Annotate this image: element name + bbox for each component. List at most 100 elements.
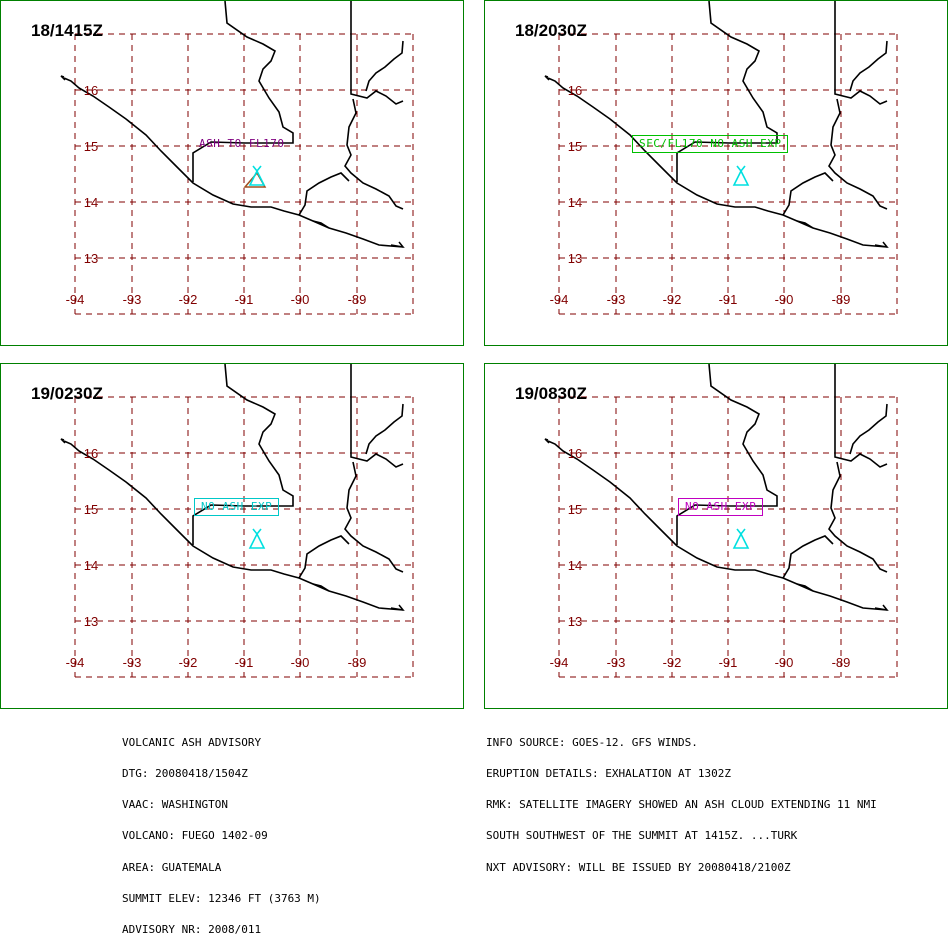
border-guatemala-east <box>344 98 404 210</box>
lat-tick-label: 15 <box>84 139 98 154</box>
map-panel-2: 18/2030Z -94 -93 -92 -91 -90 -89 16 15 14 13 SFC/… <box>484 0 948 346</box>
map-canvas: -94 -93 -92 -91 -90 -89 16 15 14 13 <box>60 1 414 315</box>
map-canvas: -94 -93 -92 -91 -90 -89 16 15 14 13 <box>544 364 898 678</box>
coastline-detail <box>390 604 405 612</box>
advisory-line: AREA: GUATEMALA <box>122 860 222 874</box>
coastline-detail <box>874 604 889 612</box>
ash-label: ASH TO FL170 <box>199 137 285 150</box>
advisory-line: ADVISORY NR: 2008/011 <box>122 923 262 937</box>
lon-tick-label: -90 <box>775 292 794 307</box>
advisory-line: INFO SOURCE: GOES-12. GFS WINDS. <box>486 735 698 749</box>
coastline-detail <box>874 241 889 249</box>
border-belize <box>834 1 888 105</box>
lon-tick-label: -92 <box>179 655 198 670</box>
coastline-belize <box>365 403 404 455</box>
border-el-salvador <box>312 220 330 229</box>
lon-tick-label: -90 <box>775 655 794 670</box>
lon-tick-label: -91 <box>235 655 254 670</box>
lon-tick-label: -93 <box>607 292 626 307</box>
lat-tick-label: 16 <box>84 83 98 98</box>
advisory-line: ERUPTION DETAILS: EXHALATION AT 1302Z <box>486 767 732 781</box>
volcano-icon <box>248 532 266 549</box>
border-belize <box>350 1 404 105</box>
panel-time-title: 19/0830Z <box>515 384 587 403</box>
lon-tick-label: -92 <box>663 655 682 670</box>
lon-tick-label: -91 <box>719 655 738 670</box>
border-el-salvador <box>796 583 814 592</box>
advisory-line: VOLCANO: FUEGO 1402-09 <box>122 829 268 843</box>
coastline-belize <box>365 40 404 92</box>
border-guatemala-east <box>828 98 888 210</box>
lat-tick-label: 16 <box>84 446 98 461</box>
border-honduras <box>298 535 350 579</box>
advisory-line: SOUTH SOUTHWEST OF THE SUMMIT AT 1415Z. … <box>486 829 798 843</box>
panel-time-title: 19/0230Z <box>31 384 103 403</box>
coastline-detail <box>60 438 66 444</box>
lon-tick-label: -89 <box>348 292 367 307</box>
coastline <box>547 440 888 611</box>
panel-time-title: 18/1415Z <box>31 21 103 40</box>
volcano-plume-icon <box>736 528 746 536</box>
lat-tick-label: 13 <box>84 614 98 629</box>
lat-tick-label: 13 <box>568 251 582 266</box>
lon-tick-label: -89 <box>832 655 851 670</box>
map-panel-3: 19/0230Z -94 -93 -92 -91 -90 -89 16 15 14 13 NO A… <box>0 363 464 709</box>
advisory-line: SUMMIT ELEV: 12346 FT (3763 M) <box>122 891 321 905</box>
lon-tick-label: -94 <box>66 655 85 670</box>
lon-tick-label: -90 <box>291 655 310 670</box>
ash-label: SFC/FL170 NO ASH EXP <box>632 135 789 153</box>
lat-tick-label: 15 <box>568 139 582 154</box>
lon-tick-label: -93 <box>123 655 142 670</box>
border-honduras <box>298 172 350 216</box>
ash-label: NO ASH EXP <box>678 498 764 516</box>
lat-tick-label: 14 <box>568 195 582 210</box>
volcano-plume-icon <box>252 528 262 536</box>
lon-tick-label: -89 <box>348 655 367 670</box>
advisory-line: RMK: SATELLITE IMAGERY SHOWED AN ASH CLO… <box>486 798 877 812</box>
lon-tick-label: -94 <box>550 292 569 307</box>
border-mexico <box>192 1 294 182</box>
lat-tick-label: 14 <box>568 558 582 573</box>
volcano-plume-icon <box>252 165 262 173</box>
ash-label: NO ASH EXP <box>194 498 280 516</box>
coastline-belize <box>849 403 888 455</box>
border-mexico <box>676 1 778 182</box>
lat-tick-label: 14 <box>84 558 98 573</box>
lon-tick-label: -90 <box>291 292 310 307</box>
coastline-detail <box>390 241 405 249</box>
border-honduras <box>782 535 834 579</box>
panel-time-title: 18/2030Z <box>515 21 587 40</box>
map-canvas: -94 -93 -92 -91 -90 -89 16 15 14 13 <box>544 1 898 315</box>
lat-tick-label: 16 <box>568 446 582 461</box>
map-canvas: -94 -93 -92 -91 -90 -89 16 15 14 13 <box>60 364 414 678</box>
volcano-icon <box>248 169 266 186</box>
lon-tick-label: -94 <box>550 655 569 670</box>
advisory-text-right: INFO SOURCE: GOES-12. GFS WINDS. ERUPTIO… <box>486 717 877 884</box>
border-guatemala-east <box>344 461 404 573</box>
lon-tick-label: -91 <box>719 292 738 307</box>
coastline <box>63 77 404 248</box>
lat-tick-label: 16 <box>568 83 582 98</box>
lon-tick-label: -94 <box>66 292 85 307</box>
lon-tick-label: -89 <box>832 292 851 307</box>
border-honduras <box>782 172 834 216</box>
lat-tick-label: 14 <box>84 195 98 210</box>
border-belize <box>350 364 404 468</box>
lon-tick-label: -93 <box>123 292 142 307</box>
border-guatemala-east <box>828 461 888 573</box>
lon-tick-label: -93 <box>607 655 626 670</box>
lat-tick-label: 15 <box>84 502 98 517</box>
lat-tick-label: 15 <box>568 502 582 517</box>
coastline-detail <box>544 438 550 444</box>
lon-tick-label: -92 <box>179 292 198 307</box>
border-mexico <box>676 364 778 545</box>
volcano-plume-icon <box>736 165 746 173</box>
volcano-icon <box>732 532 750 549</box>
coastline-detail <box>60 75 66 81</box>
map-panel-4: 19/0830Z -94 -93 -92 -91 -90 -89 16 15 14 13 NO A… <box>484 363 948 709</box>
advisory-line: NXT ADVISORY: WILL BE ISSUED BY 20080418… <box>486 860 791 874</box>
advisory-text-left: VOLCANIC ASH ADVISORY DTG: 20080418/1504… <box>122 717 321 946</box>
advisory-line: DTG: 20080418/1504Z <box>122 767 248 781</box>
border-belize <box>834 364 888 468</box>
advisory-line: VOLCANIC ASH ADVISORY <box>122 735 262 749</box>
